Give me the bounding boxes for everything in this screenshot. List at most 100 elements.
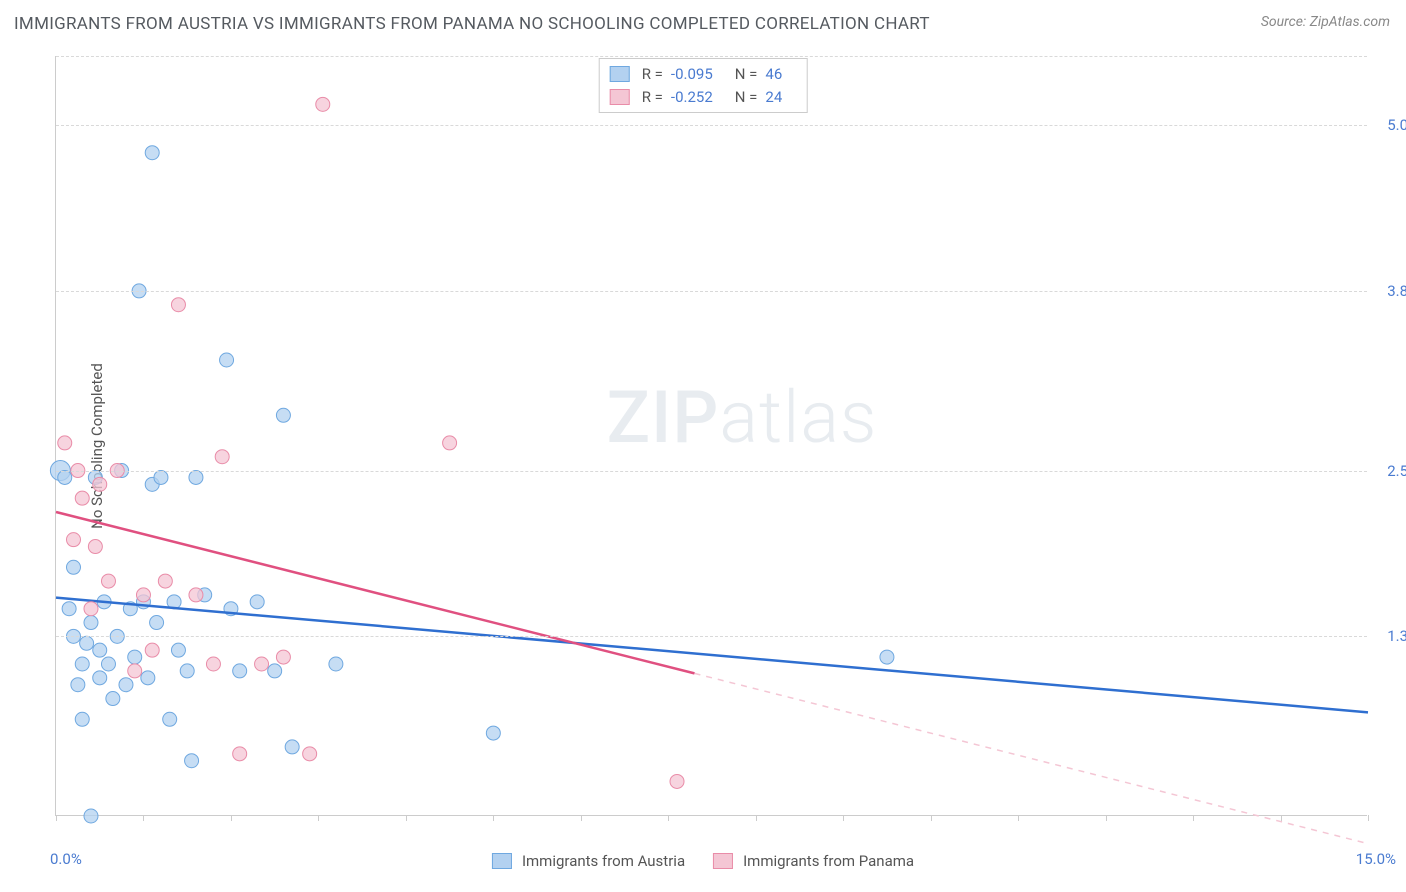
legend-n-value: 24: [765, 86, 782, 109]
data-point: [101, 574, 115, 588]
legend-n-label: N =: [735, 63, 758, 86]
data-point: [75, 491, 89, 505]
data-point: [93, 477, 107, 491]
data-point: [220, 353, 234, 367]
legend-top: R = -0.095 N = 46 R = -0.252 N = 24: [599, 58, 808, 113]
legend-series-name: Immigrants from Austria: [522, 852, 685, 870]
data-point: [185, 754, 199, 768]
data-point: [75, 657, 89, 671]
data-point: [276, 408, 290, 422]
regression-line-dashed: [695, 673, 1368, 843]
data-point: [58, 470, 72, 484]
data-point: [88, 540, 102, 554]
data-point: [84, 616, 98, 630]
data-point: [158, 574, 172, 588]
x-tick: [756, 815, 757, 821]
data-point: [250, 595, 264, 609]
data-point: [93, 643, 107, 657]
data-point: [66, 533, 80, 547]
legend-r-value: -0.252: [671, 86, 713, 109]
x-tick: [143, 815, 144, 821]
x-tick: [231, 815, 232, 821]
data-point: [255, 657, 269, 671]
data-point: [101, 657, 115, 671]
data-point: [171, 298, 185, 312]
legend-series-name: Immigrants from Panama: [743, 852, 914, 870]
data-point: [93, 671, 107, 685]
legend-swatch: [713, 853, 733, 869]
data-point: [75, 712, 89, 726]
data-point: [880, 650, 894, 664]
data-point: [84, 602, 98, 616]
data-point: [62, 602, 76, 616]
y-tick-label: 2.5%: [1371, 462, 1406, 480]
data-point: [189, 470, 203, 484]
data-point: [154, 470, 168, 484]
y-tick-label: 1.3%: [1371, 627, 1406, 645]
x-tick: [668, 815, 669, 821]
x-tick: [1368, 815, 1369, 821]
data-point: [163, 712, 177, 726]
legend-swatch: [610, 89, 630, 105]
data-point: [80, 636, 94, 650]
data-point: [136, 588, 150, 602]
x-tick: [56, 815, 57, 821]
legend-n-label: N =: [735, 86, 758, 109]
legend-swatch: [492, 853, 512, 869]
x-tick: [318, 815, 319, 821]
data-point: [189, 588, 203, 602]
x-tick: [406, 815, 407, 821]
legend-bottom-item: Immigrants from Panama: [713, 852, 914, 870]
data-point: [66, 560, 80, 574]
legend-top-row: R = -0.252 N = 24: [610, 86, 797, 109]
x-tick: [1193, 815, 1194, 821]
regression-line: [56, 598, 1368, 713]
legend-r-label: R =: [642, 86, 663, 109]
data-point: [180, 664, 194, 678]
legend-n-value: 46: [765, 63, 782, 86]
chart-title: IMMIGRANTS FROM AUSTRIA VS IMMIGRANTS FR…: [14, 14, 930, 34]
data-point: [171, 643, 185, 657]
gridline: [56, 636, 1367, 637]
data-point: [145, 643, 159, 657]
x-tick: [931, 815, 932, 821]
y-tick-label: 5.0%: [1371, 116, 1406, 134]
x-tick: [1106, 815, 1107, 821]
legend-top-row: R = -0.095 N = 46: [610, 63, 797, 86]
plot-area: ZIPatlas 1.3%2.5%3.8%5.0%: [55, 56, 1367, 816]
data-point: [145, 146, 159, 160]
x-tick: [1281, 815, 1282, 821]
data-point: [215, 450, 229, 464]
data-point: [128, 664, 142, 678]
data-point: [276, 650, 290, 664]
legend-bottom-item: Immigrants from Austria: [492, 852, 685, 870]
gridline: [56, 125, 1367, 126]
data-point: [150, 616, 164, 630]
data-point: [128, 650, 142, 664]
data-point: [670, 774, 684, 788]
gridline: [56, 471, 1367, 472]
plot-svg: [56, 56, 1367, 815]
data-point: [268, 664, 282, 678]
x-tick: [493, 815, 494, 821]
data-point: [285, 740, 299, 754]
legend-bottom: Immigrants from Austria Immigrants from P…: [492, 852, 914, 870]
data-point: [84, 809, 98, 823]
data-point: [329, 657, 343, 671]
legend-r-label: R =: [642, 63, 663, 86]
data-point: [119, 678, 133, 692]
data-point: [443, 436, 457, 450]
legend-r-value: -0.095: [671, 63, 713, 86]
source-attribution: Source: ZipAtlas.com: [1261, 14, 1390, 30]
data-point: [316, 97, 330, 111]
x-tick: [1018, 815, 1019, 821]
data-point: [106, 692, 120, 706]
x-axis-min-label: 0.0%: [50, 850, 82, 868]
x-tick: [843, 815, 844, 821]
gridline: [56, 56, 1367, 57]
data-point: [233, 747, 247, 761]
gridline: [56, 291, 1367, 292]
data-point: [71, 678, 85, 692]
x-tick: [581, 815, 582, 821]
y-tick-label: 3.8%: [1371, 282, 1406, 300]
